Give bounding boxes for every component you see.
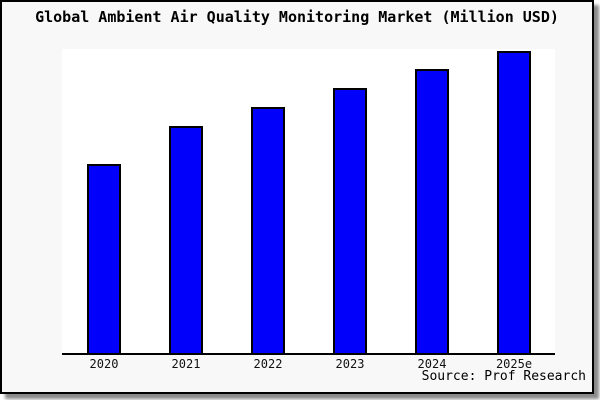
x-tick-label-2020: 2020 <box>89 357 119 371</box>
x-tick-label-2025e: 2025e <box>495 357 533 371</box>
chart-title: Global Ambient Air Quality Monitoring Ma… <box>35 8 559 26</box>
x-tick-label-2021: 2021 <box>171 357 201 371</box>
x-tick-label-2023: 2023 <box>335 357 365 371</box>
bar-2021 <box>169 126 203 353</box>
plot-area <box>62 49 555 355</box>
x-tick-label-2022: 2022 <box>253 357 283 371</box>
bar-2025e <box>497 51 531 353</box>
bar-2020 <box>87 164 121 353</box>
bar-2023 <box>333 88 367 353</box>
bar-2022 <box>251 107 285 353</box>
chart-canvas: Global Ambient Air Quality Monitoring Ma… <box>0 0 594 394</box>
x-tick-label-2024: 2024 <box>417 357 447 371</box>
bar-2024 <box>415 69 449 353</box>
source-credit: Source: Prof Research <box>421 369 586 384</box>
